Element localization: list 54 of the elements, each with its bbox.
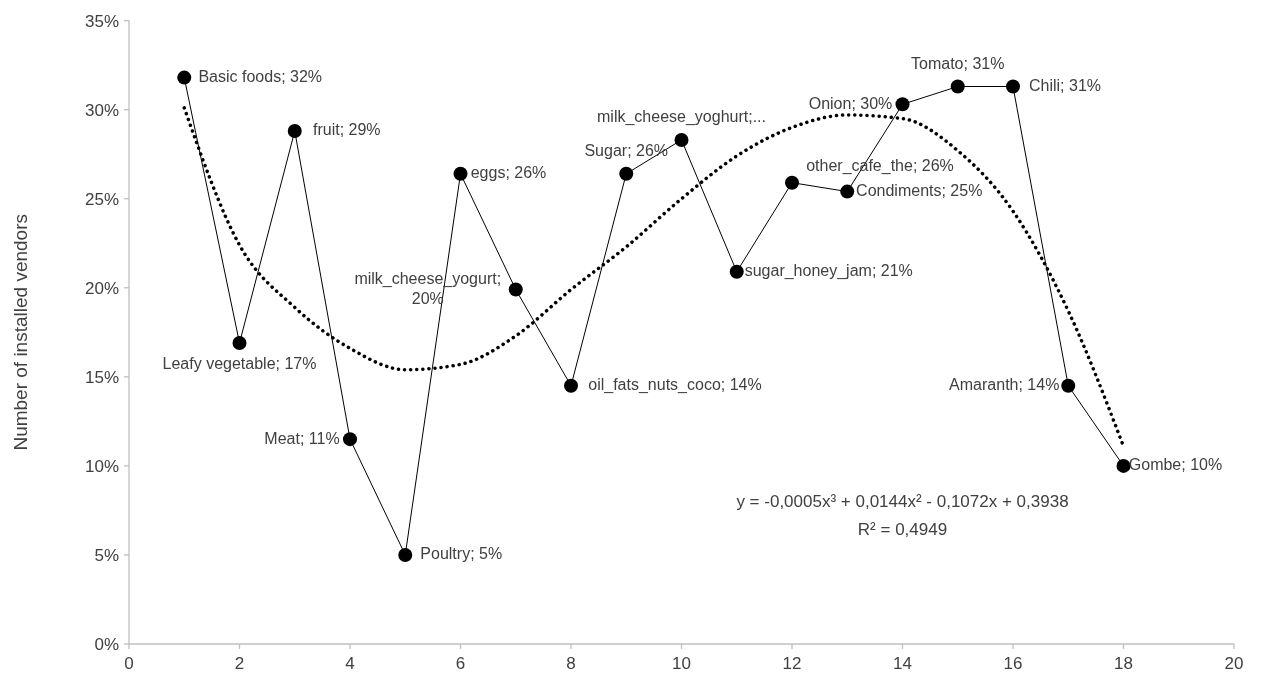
data-label: Chili; 31% <box>1028 76 1102 94</box>
annotation: y = -0,0005x³ + 0,0144x² - 0,1072x + 0,3938 R² = 0,4949 <box>736 491 1069 539</box>
point <box>508 282 523 297</box>
y-tick-label: 15% <box>84 367 119 387</box>
data-label: Onion; 30% <box>808 94 893 112</box>
data-label: milk_cheese_yoghurt;... <box>597 108 766 127</box>
data-label: Basic foods; 32% <box>198 68 323 85</box>
point <box>1061 378 1076 393</box>
y-tick-label: 10% <box>84 456 119 476</box>
point <box>729 264 744 279</box>
y-tick-label: 30% <box>84 100 119 120</box>
point <box>564 378 578 393</box>
data-label: Leafy vegetable; 17% <box>162 355 317 373</box>
y-tick-label: 20% <box>84 278 119 298</box>
x-tick-label: 8 <box>566 654 576 673</box>
point <box>840 184 855 199</box>
y-tick-label: 35% <box>84 11 119 31</box>
x-tick-label: 6 <box>455 654 466 673</box>
data-label: fruit; 29% <box>312 121 381 139</box>
point <box>398 547 413 562</box>
data-label: Tomato; 31% <box>911 54 1005 72</box>
data-label: sugar_honey_jam; 21% <box>744 262 913 281</box>
x-tick-label: 10 <box>672 654 691 673</box>
data-label: Gombe; 10% <box>1128 456 1223 474</box>
x-tick-label: 2 <box>234 654 245 673</box>
x-tick-label: 14 <box>893 654 912 673</box>
x-tick-label: 4 <box>345 654 355 673</box>
data-label: Meat; 11% <box>264 429 340 447</box>
point <box>785 175 799 190</box>
data-label: oil_fats_nuts_coco; 14% <box>588 376 762 395</box>
point <box>343 432 357 447</box>
point <box>674 132 689 147</box>
x-tick-label: 16 <box>1003 654 1023 673</box>
y-axis-title: Number of installed vendors <box>10 214 31 451</box>
point <box>895 97 910 112</box>
point <box>232 335 247 350</box>
data-label: Condiments; 25% <box>856 181 983 199</box>
data-label: Amaranth; 14% <box>949 376 1060 394</box>
point <box>1006 79 1020 94</box>
x-tick-label: 0 <box>124 654 134 673</box>
y-tick-label: 5% <box>94 545 119 565</box>
point <box>453 166 468 181</box>
x-tick-label: 20 <box>1224 654 1244 673</box>
x-tick-label: 12 <box>782 654 802 673</box>
y-tick-label: 25% <box>84 189 119 209</box>
point <box>287 124 302 139</box>
point <box>177 70 192 85</box>
point <box>619 166 634 181</box>
point <box>950 79 965 94</box>
data-label: Poultry; 5% <box>420 545 503 563</box>
y-tick-label: 0% <box>94 634 119 654</box>
data-label: Sugar; 26% <box>584 142 669 160</box>
x-tick-label: 18 <box>1114 654 1133 673</box>
data-label: eggs; 26% <box>470 164 547 182</box>
